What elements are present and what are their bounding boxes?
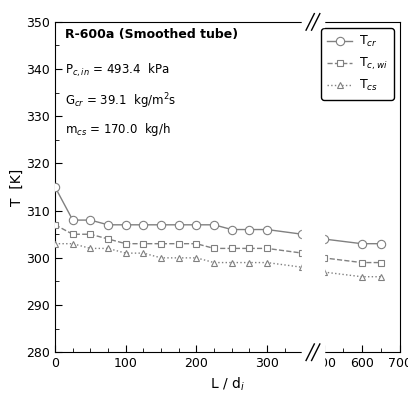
T$_{cs}$: [212, 260, 217, 265]
T$_{cr}$: [212, 222, 217, 227]
T$_{cr}$: [247, 227, 252, 232]
T$_{cs}$: [123, 251, 128, 256]
T$_{c,wi}$: [141, 241, 146, 246]
T$_{cr}$: [123, 222, 128, 227]
Line: T$_{cr}$: T$_{cr}$: [51, 183, 385, 248]
Bar: [302, 347, 324, 376]
T$_{cr}$: [53, 185, 58, 189]
T$_{cs}$: [141, 251, 146, 256]
T$_{c,wi}$: [176, 241, 181, 246]
T$_{cs}$: [194, 256, 199, 260]
T$_{cr}$: [194, 222, 199, 227]
T$_{cs}$: [53, 241, 58, 246]
T$_{cr}$: [88, 218, 93, 222]
Line: T$_{c,wi}$: T$_{c,wi}$: [51, 221, 384, 266]
T$_{cr}$: [141, 222, 146, 227]
Text: m$_{cs}$ = 170.0  kg/h: m$_{cs}$ = 170.0 kg/h: [65, 121, 171, 138]
T$_{c,wi}$: [159, 241, 164, 246]
T$_{cs}$: [321, 269, 326, 274]
T$_{c,wi}$: [70, 232, 75, 237]
T$_{cs}$: [88, 246, 93, 251]
T$_{cr}$: [229, 227, 234, 232]
Y-axis label: T  [K]: T [K]: [9, 168, 24, 206]
T$_{c,wi}$: [247, 246, 252, 251]
Text: G$_{cr}$ = 39.1  kg/m$^{2}$s: G$_{cr}$ = 39.1 kg/m$^{2}$s: [65, 91, 177, 111]
Legend: T$_{cr}$, T$_{c,wi}$, T$_{cs}$: T$_{cr}$, T$_{c,wi}$, T$_{cs}$: [321, 28, 394, 100]
T$_{cr}$: [321, 236, 326, 241]
T$_{c,wi}$: [106, 236, 111, 241]
T$_{cs}$: [378, 274, 383, 279]
T$_{cr}$: [159, 222, 164, 227]
Text: P$_{c,in}$ = 493.4  kPa: P$_{c,in}$ = 493.4 kPa: [65, 62, 170, 79]
T$_{cs}$: [247, 260, 252, 265]
T$_{c,wi}$: [123, 241, 128, 246]
T$_{cs}$: [359, 274, 364, 279]
T$_{cs}$: [300, 265, 305, 270]
T$_{cs}$: [264, 260, 269, 265]
T$_{c,wi}$: [264, 246, 269, 251]
T$_{cr}$: [70, 218, 75, 222]
T$_{c,wi}$: [88, 232, 93, 237]
T$_{cr}$: [106, 222, 111, 227]
T$_{cs}$: [159, 256, 164, 260]
Bar: [302, 0, 324, 27]
T$_{c,wi}$: [378, 260, 383, 265]
T$_{cr}$: [300, 232, 305, 237]
T$_{c,wi}$: [321, 256, 326, 260]
T$_{cr}$: [359, 241, 364, 246]
T$_{c,wi}$: [359, 260, 364, 265]
Line: T$_{cs}$: T$_{cs}$: [51, 240, 384, 280]
T$_{cr}$: [378, 241, 383, 246]
T$_{cs}$: [106, 246, 111, 251]
T$_{c,wi}$: [300, 251, 305, 256]
T$_{c,wi}$: [212, 246, 217, 251]
Text: R-600a (Smoothed tube): R-600a (Smoothed tube): [65, 29, 239, 41]
T$_{cs}$: [176, 256, 181, 260]
T$_{cr}$: [264, 227, 269, 232]
T$_{cr}$: [176, 222, 181, 227]
T$_{cs}$: [70, 241, 75, 246]
T$_{c,wi}$: [53, 222, 58, 227]
T$_{cs}$: [229, 260, 234, 265]
X-axis label: L / d$_i$: L / d$_i$: [210, 376, 245, 393]
Bar: [302, 22, 324, 352]
T$_{c,wi}$: [229, 246, 234, 251]
T$_{c,wi}$: [194, 241, 199, 246]
